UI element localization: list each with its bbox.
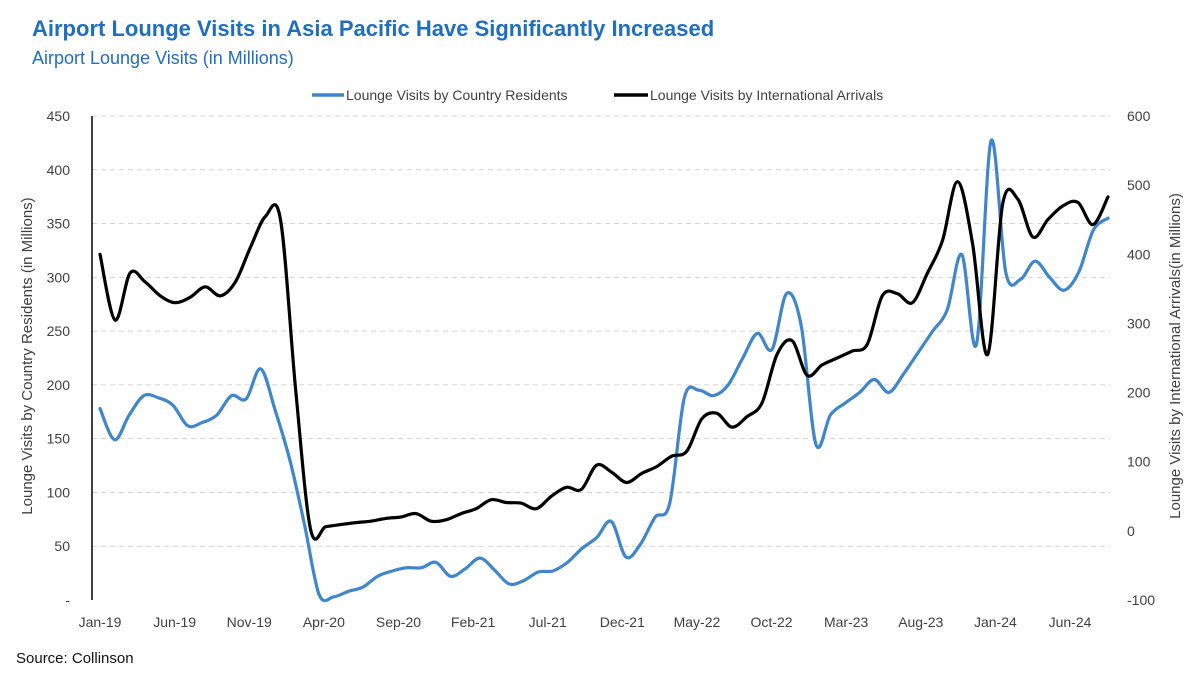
left-tick-label: 350 (47, 216, 71, 232)
right-tick-label: 200 (1127, 385, 1151, 401)
right-tick-label: 500 (1127, 177, 1151, 193)
x-tick-label: Jun-24 (1049, 614, 1092, 630)
right-tick-label: 300 (1127, 315, 1151, 331)
legend: Lounge Visits by Country Residents Loung… (312, 87, 883, 103)
left-tick-label: 400 (47, 162, 71, 178)
left-tick-label: 50 (54, 538, 70, 554)
gridlines (92, 115, 1110, 547)
x-tick-label: Dec-21 (600, 614, 645, 630)
right-tick-label: 400 (1127, 246, 1151, 262)
series-lines (98, 138, 1110, 603)
x-tick-label: Apr-20 (303, 614, 345, 630)
left-tick-label: 450 (47, 108, 71, 124)
source-note: Source: Collinson (16, 650, 134, 667)
left-tick-label: 100 (47, 484, 71, 500)
left-tick-label: 200 (47, 377, 71, 393)
x-tick-label: Sep-20 (376, 614, 421, 630)
right-axis-ticks: -100 0 100 200 300 400 500 600 (1127, 108, 1155, 608)
x-tick-label: Jul-21 (529, 614, 567, 630)
x-axis-ticks: Jan-19 Jun-19 Nov-19 Apr-20 Sep-20 Feb-21 Jul-… (79, 614, 1092, 630)
chart-title: Airport Lounge Visits in Asia Pacific Ha… (32, 16, 715, 41)
left-axis-title: Lounge Visits by Country Residents (in M… (19, 197, 36, 514)
x-tick-label: Jun-19 (153, 614, 196, 630)
x-tick-label: Oct-22 (751, 614, 793, 630)
x-tick-label: May-22 (674, 614, 721, 630)
series-line-country-residents (98, 138, 1110, 603)
right-tick-label: -100 (1127, 592, 1155, 608)
right-axis-title: Lounge Visits by International Arrivals(… (1167, 193, 1184, 519)
x-tick-label: Feb-21 (451, 614, 496, 630)
left-axis-ticks: - 50 100 150 200 250 300 350 400 450 (47, 108, 71, 608)
left-tick-label: 250 (47, 323, 71, 339)
x-tick-label: Jan-19 (79, 614, 122, 630)
legend-label-international-arrivals: Lounge Visits by International Arrivals (650, 87, 883, 103)
line-chart: - 50 100 150 200 250 300 350 400 450 -100 0 100 200 3… (19, 87, 1184, 630)
left-tick-label: - (65, 592, 70, 608)
x-tick-label: Nov-19 (227, 614, 272, 630)
x-tick-label: Aug-23 (898, 614, 943, 630)
legend-label-country-residents: Lounge Visits by Country Residents (346, 87, 568, 103)
left-tick-label: 150 (47, 431, 71, 447)
right-tick-label: 600 (1127, 108, 1151, 124)
x-tick-label: Jan-24 (974, 614, 1017, 630)
right-tick-label: 0 (1127, 523, 1135, 539)
series-line-international-arrivals (98, 180, 1110, 541)
right-tick-label: 100 (1127, 454, 1151, 470)
left-tick-label: 300 (47, 269, 71, 285)
x-tick-label: Mar-23 (824, 614, 869, 630)
chart-subtitle: Airport Lounge Visits (in Millions) (32, 48, 294, 68)
